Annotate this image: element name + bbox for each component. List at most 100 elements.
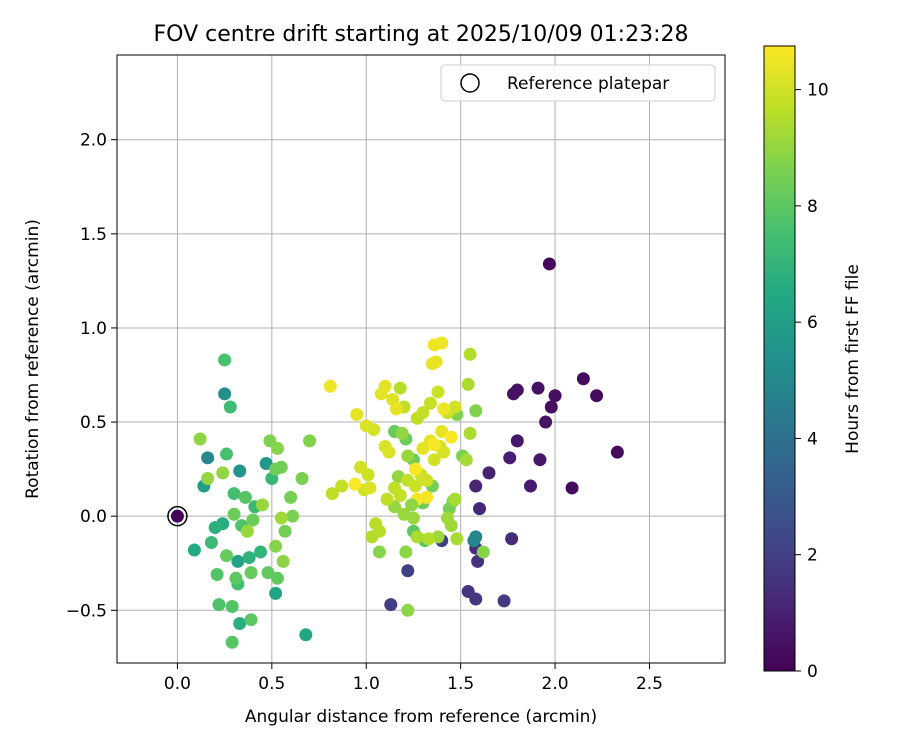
data-point: [382, 445, 396, 459]
colorbar-tick-label: 8: [807, 197, 818, 217]
data-point: [469, 592, 483, 606]
data-point: [406, 511, 420, 525]
data-point: [216, 466, 230, 480]
data-point: [218, 353, 232, 367]
data-point: [233, 616, 247, 630]
data-point: [361, 468, 375, 482]
data-point: [218, 387, 232, 401]
colorbar-ticks: 0 2 4 6 8 10: [795, 81, 829, 682]
data-point: [431, 385, 445, 399]
data-point: [533, 453, 547, 467]
data-point: [210, 568, 224, 582]
data-point: [254, 545, 268, 559]
data-point: [410, 530, 424, 544]
plot-frame: [116, 54, 726, 664]
data-point: [507, 387, 521, 401]
data-point: [610, 445, 624, 459]
data-point: [531, 381, 545, 395]
data-point: [242, 551, 256, 565]
data-point: [323, 379, 337, 393]
data-point: [170, 509, 184, 523]
data-point: [325, 487, 339, 501]
data-point: [393, 488, 407, 502]
data-point: [429, 355, 443, 369]
data-point: [229, 571, 243, 585]
data-point: [393, 381, 407, 395]
data-point: [303, 434, 317, 448]
chart-title: FOV centre drift starting at 2025/10/09 …: [154, 22, 689, 47]
data-point: [261, 566, 275, 580]
y-axis-ticks: −0.5 0.0 0.5 1.0 1.5 2.0: [66, 131, 117, 621]
data-point: [270, 571, 284, 585]
data-point: [201, 451, 215, 465]
data-point: [435, 336, 449, 350]
data-point: [274, 460, 288, 474]
colorbar-label: Hours from first FF file: [843, 264, 863, 454]
data-point: [201, 472, 215, 486]
data-point: [372, 545, 386, 559]
colorbar: 0 2 4 6 8 10 Hours from first FF file: [763, 45, 863, 682]
data-point: [469, 479, 483, 493]
data-point: [335, 479, 349, 493]
data-point: [401, 449, 415, 463]
data-point: [463, 426, 477, 440]
data-point: [463, 347, 477, 361]
data-point: [233, 464, 247, 478]
x-tick-label: 0.5: [258, 674, 285, 694]
data-point: [544, 400, 558, 414]
x-axis-label: Angular distance from reference (arcmin): [245, 707, 597, 727]
data-point: [401, 603, 415, 617]
data-point: [448, 400, 462, 414]
y-tick-label: 1.5: [80, 225, 107, 245]
data-point: [590, 389, 604, 403]
reference-marker: [167, 505, 188, 527]
data-point: [208, 520, 222, 534]
data-point: [348, 477, 362, 491]
data-point: [405, 498, 419, 512]
data-point: [246, 513, 260, 527]
data-point: [450, 532, 464, 546]
data-point: [423, 396, 437, 410]
data-point: [244, 566, 258, 580]
data-point: [408, 462, 422, 476]
data-point: [240, 524, 254, 538]
data-point: [416, 406, 430, 420]
data-point: [284, 490, 298, 504]
data-point: [223, 400, 237, 414]
data-point: [473, 502, 487, 516]
data-point: [278, 524, 292, 538]
data-point: [274, 511, 288, 525]
data-point: [367, 423, 381, 437]
data-point: [238, 490, 252, 504]
data-point: [399, 545, 413, 559]
data-point: [548, 389, 562, 403]
data-points: [167, 257, 624, 649]
data-point: [437, 402, 451, 416]
data-point: [378, 379, 392, 393]
data-point: [427, 453, 441, 467]
colorbar-tick-label: 2: [807, 546, 818, 566]
legend-box: [440, 64, 716, 102]
data-point: [505, 532, 519, 546]
data-point: [187, 543, 201, 557]
data-point: [510, 434, 524, 448]
data-point: [497, 594, 511, 608]
data-point: [244, 613, 258, 627]
data-point: [427, 438, 441, 452]
data-point: [193, 432, 207, 446]
colorbar-tick-label: 0: [807, 662, 818, 682]
data-point: [467, 534, 481, 548]
x-axis-ticks: 0.0 0.5 1.0 1.5 2.0 2.5: [164, 663, 663, 694]
data-point: [363, 481, 377, 495]
data-point: [286, 509, 300, 523]
data-point: [225, 600, 239, 614]
data-point: [422, 532, 436, 546]
y-tick-label: 1.0: [80, 319, 107, 339]
data-point: [220, 447, 234, 461]
colorbar-tick-label: 4: [807, 429, 818, 449]
data-point: [269, 586, 283, 600]
data-point: [469, 404, 483, 418]
colorbar-tick-label: 6: [807, 313, 818, 333]
data-point: [212, 598, 226, 612]
